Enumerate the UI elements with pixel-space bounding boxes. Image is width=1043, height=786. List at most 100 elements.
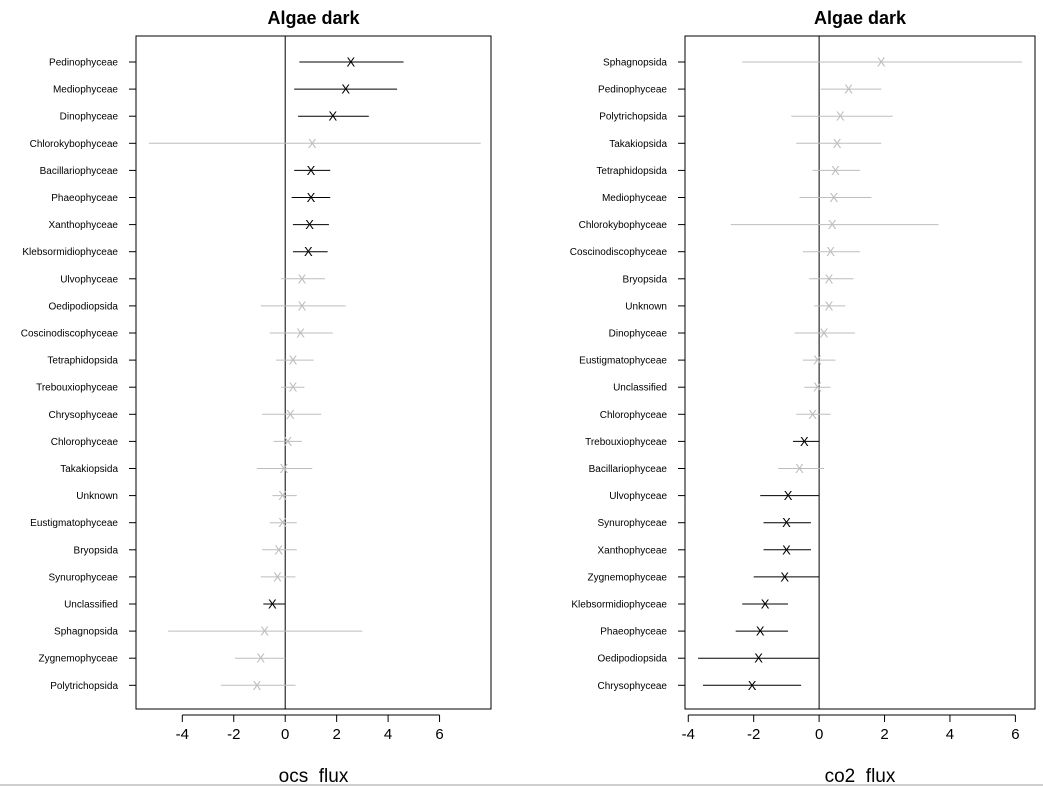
category-label: Chrysophyceae [598, 681, 668, 692]
estimate-marker: X [756, 624, 765, 639]
category-label: Klebsormidiophyceae [571, 600, 667, 611]
estimate-marker: X [298, 298, 307, 313]
category-label: Coscinodiscophyceae [570, 247, 668, 258]
estimate-marker: X [289, 380, 298, 395]
bottom-divider [0, 784, 1043, 786]
category-label: Bryopsida [74, 545, 119, 556]
category-label: Xanthophyceae [597, 545, 667, 556]
category-label: Dinophyceae [609, 329, 668, 340]
estimate-marker: X [813, 380, 822, 395]
estimate-marker: X [780, 569, 789, 584]
x-tick-label: 0 [281, 726, 289, 743]
estimate-marker: X [754, 651, 763, 666]
x-tick-label: 2 [880, 726, 888, 743]
estimate-marker: X [829, 190, 838, 205]
estimate-marker: X [286, 407, 295, 422]
estimate-marker: X [260, 624, 269, 639]
estimate-marker: X [828, 217, 837, 232]
estimate-marker: X [761, 597, 770, 612]
category-label: Oedipodiopsida [598, 654, 668, 665]
estimate-marker: X [825, 271, 834, 286]
plot-frame [135, 35, 492, 710]
category-label: Unclassified [613, 383, 667, 394]
x-tick-label: 4 [384, 726, 392, 743]
category-label: Ulvophyceae [609, 491, 667, 502]
category-label: Sphagnopsida [603, 58, 667, 69]
estimate-marker: X [253, 678, 262, 693]
x-tick-label: -2 [227, 726, 240, 743]
estimate-marker: X [278, 488, 287, 503]
estimate-marker: X [748, 678, 757, 693]
category-label: Unknown [625, 301, 667, 312]
category-label: Trebouxiophyceae [585, 437, 667, 448]
estimate-marker: X [283, 434, 292, 449]
category-label: Xanthophyceae [48, 220, 118, 231]
x-tick-label: -4 [682, 726, 695, 743]
estimate-marker: X [833, 136, 842, 151]
estimate-marker: X [274, 542, 283, 557]
category-label: Tetraphidopsida [47, 356, 118, 367]
estimate-marker: X [304, 244, 313, 259]
category-label: Ulvophyceae [60, 274, 118, 285]
estimate-marker: X [305, 217, 314, 232]
category-label: Polytrichopsida [50, 681, 118, 692]
category-label: Dinophyceae [60, 112, 119, 123]
x-axis-label: co2_flux [825, 766, 896, 786]
estimate-marker: X [826, 244, 835, 259]
x-tick-label: 2 [332, 726, 340, 743]
estimate-marker: X [800, 434, 809, 449]
estimate-marker: X [808, 407, 817, 422]
category-label: Synurophyceae [598, 518, 668, 529]
category-label: Chlorokybophyceae [579, 220, 668, 231]
x-tick-label: -2 [747, 726, 760, 743]
category-label: Bacillariophyceae [589, 464, 668, 475]
chart-title: Algae dark [814, 8, 907, 28]
category-label: Unclassified [64, 600, 118, 611]
category-label: Bryopsida [623, 274, 668, 285]
estimate-marker: X [877, 55, 886, 70]
panel-co2-flux: Algae dark -4 -2 0 2 4 6 co2_flux Sphagnopsida X P… [570, 8, 1036, 786]
estimate-marker: X [784, 488, 793, 503]
category-label: Chlorophyceae [600, 410, 668, 421]
category-label: Pedinophyceae [49, 58, 118, 69]
panel-ocs-flux: Algae dark -4 -2 0 2 4 6 ocs_flux Pedinophyceae X… [21, 8, 492, 786]
category-label: Zygnemophyceae [588, 572, 668, 583]
estimate-marker: X [782, 515, 791, 530]
category-label: Tetraphidopsida [596, 166, 667, 177]
estimate-marker: X [307, 190, 316, 205]
estimate-marker: X [268, 597, 277, 612]
category-label: Phaeophyceae [51, 193, 118, 204]
estimate-marker: X [831, 163, 840, 178]
category-label: Phaeophyceae [600, 627, 667, 638]
category-label: Coscinodiscophyceae [21, 329, 119, 340]
x-tick-label: 4 [946, 726, 954, 743]
estimate-marker: X [273, 569, 282, 584]
category-label: Mediophyceae [602, 193, 667, 204]
estimate-marker: X [795, 461, 804, 476]
estimate-marker: X [813, 353, 822, 368]
category-label: Chrysophyceae [49, 410, 119, 421]
estimate-marker: X [307, 163, 316, 178]
category-label: Chlorokybophyceae [30, 139, 119, 150]
category-label: Klebsormidiophyceae [22, 247, 118, 258]
category-label: Bacillariophyceae [40, 166, 119, 177]
x-tick-label: 6 [1011, 726, 1019, 743]
estimate-marker: X [341, 82, 350, 97]
estimate-marker: X [836, 109, 845, 124]
estimate-marker: X [289, 353, 298, 368]
plot-frame [684, 35, 1036, 710]
estimate-marker: X [296, 326, 305, 341]
category-label: Synurophyceae [49, 572, 119, 583]
estimate-marker: X [328, 109, 337, 124]
category-label: Pedinophyceae [598, 85, 667, 96]
x-axis-label: ocs_flux [279, 766, 349, 786]
category-label: Eustigmatophyceae [30, 518, 118, 529]
category-label: Chlorophyceae [51, 437, 119, 448]
estimate-marker: X [280, 461, 289, 476]
estimate-marker: X [308, 136, 317, 151]
category-label: Sphagnopsida [54, 627, 118, 638]
estimate-marker: X [278, 515, 287, 530]
category-label: Takakiopsida [609, 139, 667, 150]
estimate-marker: X [820, 326, 829, 341]
